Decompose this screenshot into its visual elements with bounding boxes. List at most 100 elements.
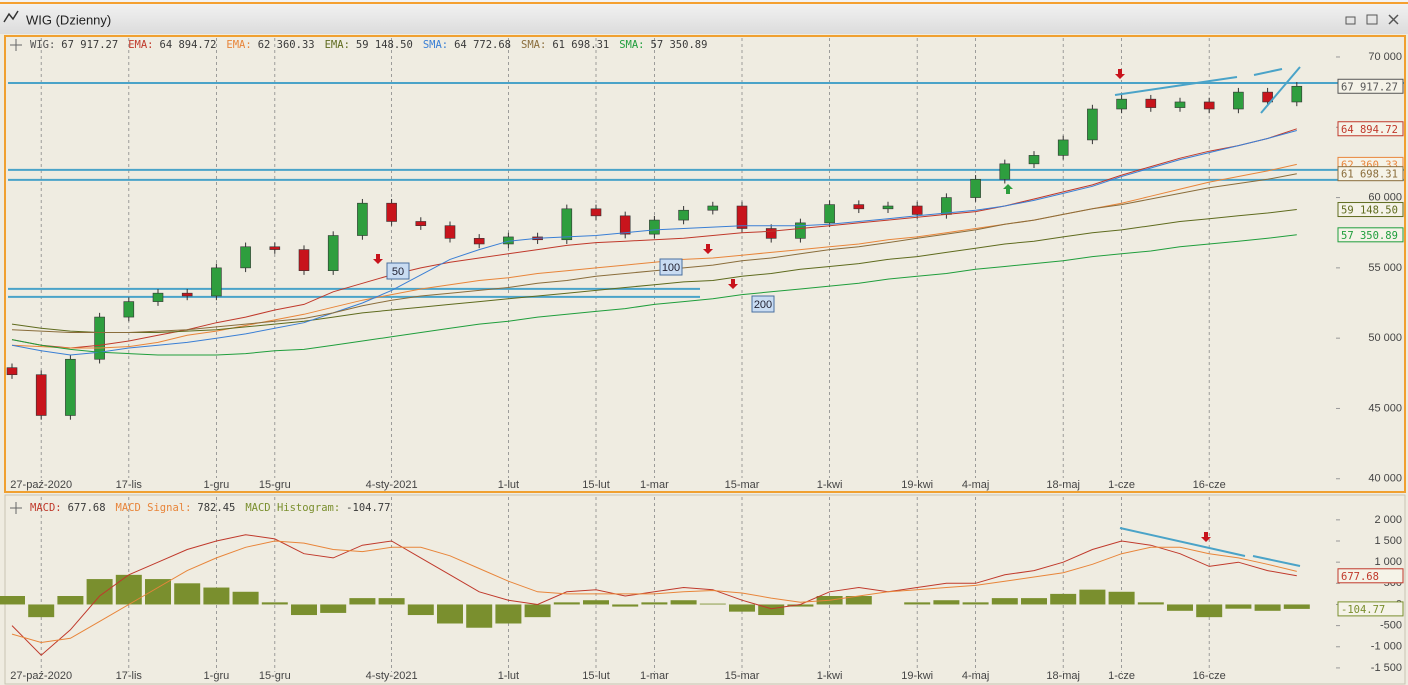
x-tick-label: 15-gru (259, 479, 291, 491)
histogram-bar (1283, 604, 1310, 609)
histogram-bar (1021, 598, 1047, 605)
histogram-bar (699, 603, 726, 605)
move-icon[interactable] (10, 39, 22, 51)
ma-tag: 100 (662, 262, 680, 274)
histogram-bar (28, 604, 55, 618)
x-tick-label: 1-mar (640, 479, 669, 491)
candle-body (386, 202, 397, 222)
candle-body (444, 225, 456, 239)
legend-name: SMA: (423, 39, 448, 51)
candle-body (65, 358, 76, 416)
candle-body (211, 267, 222, 297)
histogram-bar (845, 596, 872, 605)
close-button[interactable] (1388, 14, 1399, 25)
histogram-bar (57, 596, 84, 605)
value-box (1337, 78, 1404, 94)
histogram-bar (612, 604, 639, 607)
legend-name: MACD Histogram: (245, 502, 340, 514)
histogram-bar (641, 602, 668, 605)
y-tick-label: -1 500 (1371, 662, 1402, 674)
down-arrow (728, 279, 738, 289)
legend-value: 61 698.31 (552, 39, 609, 51)
trend-line (1119, 527, 1246, 557)
value-box-label: -104.77 (1341, 604, 1385, 616)
candle-body (619, 215, 631, 235)
value-box (1337, 202, 1404, 218)
candle-body (298, 249, 310, 271)
x-tick-label: 27-paź-2020 (10, 479, 72, 491)
histogram-bar (1225, 604, 1252, 609)
legend-value: 67 917.27 (61, 39, 118, 51)
candle-body (911, 205, 923, 215)
histogram-bar (1079, 589, 1106, 605)
histogram-bar (1254, 604, 1281, 611)
restore-button[interactable] (1366, 14, 1378, 25)
signal-arrows (373, 69, 1211, 542)
value-box (1337, 601, 1404, 617)
candle-body (357, 202, 368, 236)
y-tick-label: 60 000 (1368, 191, 1402, 203)
x-tick-label: 1-kwi (817, 479, 843, 491)
x-tick-label: 15-gru (259, 670, 291, 682)
candle-body (678, 209, 689, 221)
down-arrow (373, 254, 383, 264)
histogram-bar (583, 600, 609, 605)
ma-tag-box (751, 295, 775, 313)
x-tick-label: 19-kwi (901, 670, 933, 682)
x-tick-label: 17-lis (116, 670, 143, 682)
histogram-bar (933, 600, 960, 605)
x-tick-label: 4-sty-2021 (366, 670, 418, 682)
x-tick-label: 19-kwi (901, 479, 933, 491)
candle-body (1145, 98, 1157, 108)
trend-line (1260, 66, 1301, 114)
histogram-bar (1137, 602, 1164, 605)
value-box-label: 64 894.72 (1341, 124, 1398, 136)
price-panel (4, 35, 1406, 493)
histogram-bar (466, 604, 493, 628)
x-tick-label: 18-maj (1046, 670, 1080, 682)
up-arrow (1003, 184, 1013, 194)
legend-name: MACD Signal: (116, 502, 192, 514)
candle-body (1203, 101, 1215, 110)
histogram-bar (291, 604, 317, 616)
histogram-bar (553, 602, 580, 605)
x-tick-label: 18-maj (1046, 479, 1080, 491)
candle-body (1028, 155, 1040, 165)
indicator-line (11, 534, 1297, 656)
ma-tag-box (386, 262, 410, 280)
histogram-bar (524, 604, 551, 618)
histogram-bar (261, 602, 288, 605)
histogram-bar (1167, 604, 1193, 611)
candle-body (1087, 108, 1098, 141)
legend-name: MACD: (30, 502, 62, 514)
value-box (1337, 227, 1404, 243)
candle-body (649, 219, 660, 235)
value-box-label: 677.68 (1341, 571, 1379, 583)
x-tick-label: 4-sty-2021 (366, 479, 418, 491)
trend-line (1253, 68, 1283, 76)
candle-body (327, 235, 339, 271)
x-tick-label: 1-gru (204, 479, 230, 491)
trend-lines (1114, 66, 1301, 567)
histogram-bar (1196, 604, 1223, 618)
x-tick-label: 16-cze (1193, 670, 1226, 682)
histogram-bar (349, 598, 376, 605)
x-tick-label: 4-maj (962, 479, 990, 491)
title-accent (0, 2, 1408, 4)
histogram-bar (670, 600, 697, 605)
value-box-label: 67 917.27 (1341, 81, 1398, 93)
candle-body (853, 204, 865, 210)
y-tick-label: -1 000 (1371, 641, 1402, 653)
ma-tag-box (659, 258, 683, 276)
y-tick-label: 50 000 (1368, 332, 1402, 344)
x-tick-label: 15-mar (725, 479, 760, 491)
y-tick-label: 45 000 (1368, 402, 1402, 414)
minimize-button[interactable] (1345, 16, 1356, 25)
histogram-bar (145, 579, 171, 605)
x-tick-label: 1-lut (498, 670, 519, 682)
move-icon[interactable] (10, 502, 22, 514)
histogram-bar (729, 604, 755, 612)
down-arrow (703, 244, 713, 254)
